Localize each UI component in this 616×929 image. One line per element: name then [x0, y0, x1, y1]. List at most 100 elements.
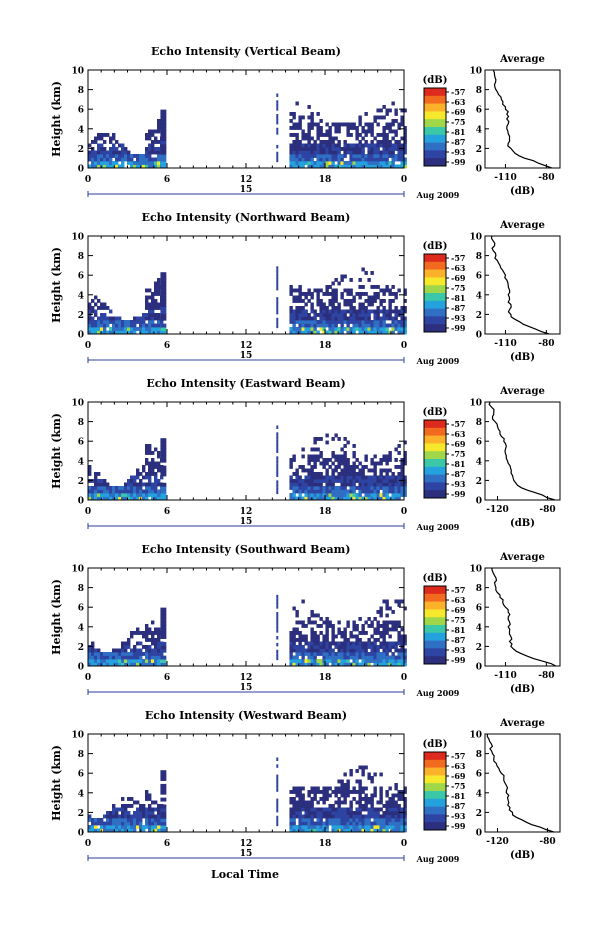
heat-cell [316, 330, 320, 335]
heat-cell [289, 164, 293, 169]
heat-cell [367, 638, 371, 642]
heat-cell [319, 327, 323, 331]
heat-cell [349, 479, 353, 483]
heat-cell [370, 302, 374, 307]
heat-cell [276, 310, 279, 315]
heat-cell [298, 482, 302, 487]
heat-cell [334, 327, 338, 331]
heat-cell [115, 316, 119, 321]
heat-cell [301, 323, 305, 328]
heat-cell [364, 143, 368, 148]
heat-cell [292, 807, 296, 812]
heat-cell [388, 479, 392, 483]
heat-cell [373, 811, 377, 815]
heat-cell [349, 486, 353, 490]
heat-cell [310, 454, 314, 459]
heat-cell [403, 800, 407, 805]
heat-cell [157, 496, 161, 501]
heat-cell [160, 292, 167, 297]
heat-cell [301, 828, 305, 833]
colorbar-segment [424, 254, 446, 263]
heat-cell [403, 807, 407, 812]
heat-cell [340, 807, 344, 812]
heat-cell [352, 659, 356, 663]
heat-cell [397, 493, 401, 497]
y-axis-label: Height (km) [50, 81, 63, 157]
heat-cell [157, 814, 161, 819]
heat-cell [400, 320, 404, 324]
heat-cell [331, 330, 335, 335]
heat-cell [142, 154, 146, 158]
heat-cell [154, 807, 158, 812]
heat-cell [88, 143, 92, 148]
heat-cell [94, 482, 98, 487]
heat-cell [151, 800, 155, 805]
heat-cell [385, 327, 389, 331]
heat-cell [358, 825, 362, 829]
heat-cell [349, 122, 353, 127]
heat-cell [109, 136, 113, 141]
heat-cell [313, 154, 317, 158]
heat-cell [358, 461, 362, 466]
heat-cell [340, 641, 344, 646]
colorbar-segment [424, 593, 446, 602]
heat-cell [388, 807, 392, 812]
heat-cell [91, 648, 95, 653]
heat-cell [160, 109, 167, 114]
heat-cell [112, 652, 116, 656]
heat-cell [154, 472, 158, 476]
heat-cell [343, 772, 347, 777]
heat-cell [145, 475, 149, 480]
heat-cell [148, 133, 152, 137]
heat-cell [373, 161, 377, 165]
heat-cell [367, 617, 371, 621]
heat-cell [403, 161, 407, 165]
heat-cell [136, 154, 140, 158]
heat-cell [97, 133, 101, 137]
heat-cell [154, 825, 158, 829]
heat-cell [391, 330, 395, 335]
heat-cell [394, 164, 398, 169]
heat-cell [397, 320, 401, 324]
heat-cell [310, 610, 314, 614]
heat-cell [295, 620, 299, 625]
colorbar-segment [424, 601, 446, 610]
heat-cell [160, 621, 167, 626]
heat-cell [352, 465, 356, 469]
heat-cell [307, 115, 311, 120]
heat-cell [397, 327, 401, 331]
heat-cell [397, 603, 401, 607]
heat-cell [307, 136, 311, 141]
heat-cell [142, 652, 146, 656]
heat-cell [295, 659, 299, 663]
heat-cell [127, 655, 131, 660]
heat-cell [115, 493, 119, 497]
heat-cell [151, 461, 155, 466]
heat-cell [292, 825, 296, 829]
heat-cell [310, 475, 314, 480]
heat-cell [88, 164, 92, 169]
heat-cell [343, 797, 347, 801]
heat-cell [349, 143, 353, 148]
heat-cell [373, 493, 377, 497]
heat-cell [334, 143, 338, 148]
heat-cell [379, 475, 383, 480]
heat-cell [310, 655, 314, 660]
colorbar-tick-label: -63 [451, 263, 466, 273]
heat-cell [319, 472, 323, 476]
heat-cell [355, 800, 359, 805]
heat-cell [340, 454, 344, 459]
heat-cell [160, 116, 167, 121]
heat-cell [292, 648, 296, 653]
heat-cell [385, 807, 389, 812]
heat-cell [316, 641, 320, 646]
heat-cell [364, 662, 368, 667]
heat-cell [100, 655, 104, 660]
heat-cell [355, 292, 359, 296]
panel-title: Echo Intensity (Vertical Beam) [151, 45, 341, 58]
heat-cell [319, 493, 323, 497]
heat-cell [343, 437, 347, 441]
heat-cell [307, 793, 311, 798]
heat-cell [103, 147, 107, 151]
colorbar-segment [424, 466, 446, 475]
